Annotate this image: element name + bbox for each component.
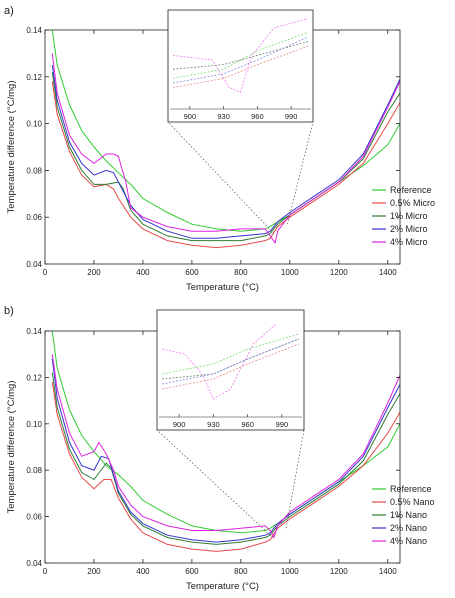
legend-label-reference: Reference <box>390 185 432 195</box>
x-tick-label: 200 <box>87 567 101 576</box>
inset-x-tick-label: 960 <box>241 420 254 429</box>
series-line-1-nano <box>51 372 400 545</box>
inset-leader-line-right <box>287 121 314 225</box>
y-tick-label: 0.12 <box>26 373 42 382</box>
inset-x-tick-label: 900 <box>173 420 186 429</box>
legend-label-reference: Reference <box>390 484 432 494</box>
inset-series-line-2-micro <box>172 36 309 84</box>
inset-x-tick-label: 930 <box>217 112 230 121</box>
x-tick-label: 1200 <box>330 268 348 277</box>
inset-series-line-0-5-micro <box>172 45 309 88</box>
x-tick-label: 800 <box>234 567 248 576</box>
inset-series-lines <box>172 18 309 93</box>
y-axis-label: Temperature difference (°C/mg) <box>6 381 17 514</box>
inset-chart: 900 930 960 990 <box>156 309 305 431</box>
x-axis-label: Temperature (°C) <box>186 282 259 293</box>
panel-label: a) <box>4 5 14 17</box>
legend-label-1-micro: 1% Micro <box>390 211 428 221</box>
x-tick-label: 400 <box>136 567 150 576</box>
series-line-2-nano <box>51 358 400 543</box>
x-tick-label: 200 <box>87 268 101 277</box>
x-tick-label: 600 <box>185 268 199 277</box>
y-tick-label: 0.08 <box>26 466 42 475</box>
inset-series-line-4-micro <box>172 18 309 93</box>
x-tick-label: 1400 <box>379 567 397 576</box>
y-tick-label: 0.12 <box>26 73 42 82</box>
y-tick-label: 0.14 <box>26 327 42 336</box>
x-tick-label: 1400 <box>379 268 397 277</box>
x-tick-label: 1200 <box>330 567 348 576</box>
panel-label: b) <box>4 305 14 317</box>
series-line-4-micro <box>51 53 400 245</box>
inset-chart: 900 930 960 990 <box>167 9 314 123</box>
inset-leader-line-left <box>167 121 275 234</box>
y-axis-label: Temperature difference (°C/mg) <box>6 81 17 214</box>
inset-x-tick-label: 900 <box>184 112 197 121</box>
series-lines <box>51 30 400 249</box>
x-tick-label: 400 <box>136 268 150 277</box>
y-tick-label: 0.04 <box>26 260 42 269</box>
inset-series-lines <box>161 323 300 400</box>
y-tick-label: 0.06 <box>26 213 42 222</box>
inset-x-tick-label: 990 <box>285 112 298 121</box>
inset-series-line-0-5-nano <box>161 343 300 390</box>
legend-label-2-nano: 2% Nano <box>390 523 427 533</box>
inset-x-tick-label: 990 <box>276 420 289 429</box>
y-tick-label: 0.04 <box>26 559 42 568</box>
y-tick-label: 0.06 <box>26 513 42 522</box>
x-tick-label: 0 <box>43 567 48 576</box>
inset-x-tick-label: 930 <box>207 420 220 429</box>
legend-label-1-nano: 1% Nano <box>390 510 427 520</box>
series-line-0-5-nano <box>51 381 400 552</box>
series-line-2-micro <box>51 65 400 239</box>
series-line-4-nano <box>51 354 400 539</box>
inset-leader-line-left <box>156 429 273 538</box>
legend-label-4-nano: 4% Nano <box>390 536 427 546</box>
series-lines <box>51 331 400 552</box>
y-tick-label: 0.08 <box>26 166 42 175</box>
x-tick-label: 1000 <box>281 268 299 277</box>
inset-frame <box>156 309 305 431</box>
x-axis-label: Temperature (°C) <box>186 581 259 592</box>
y-tick-label: 0.10 <box>26 420 42 429</box>
legend-label-2-micro: 2% Micro <box>390 224 428 234</box>
inset-x-tick-label: 960 <box>251 112 264 121</box>
legend-label-0-5-micro: 0.5% Micro <box>390 198 435 208</box>
series-line-0-5-micro <box>51 81 400 249</box>
y-tick-label: 0.10 <box>26 120 42 129</box>
chart-panel-1: a) 0 200 400 600 800 1000 1200 1400 0.04 0.06 0.08 0… <box>4 5 435 293</box>
x-tick-label: 0 <box>43 268 48 277</box>
y-tick-label: 0.14 <box>26 26 42 35</box>
x-tick-label: 1000 <box>281 567 299 576</box>
legend-label-4-micro: 4% Micro <box>390 237 428 247</box>
x-tick-label: 800 <box>234 268 248 277</box>
inset-series-line-reference <box>161 333 300 375</box>
legend-label-0-5-nano: 0.5% Nano <box>390 497 435 507</box>
chart-panel-2: b) 0 200 400 600 800 1000 1200 1400 0.04 0.06 0.08 0… <box>4 305 435 592</box>
inset-series-line-2-nano <box>161 338 300 385</box>
x-tick-label: 600 <box>185 567 199 576</box>
inset-frame <box>167 9 314 123</box>
inset-leader-line-right <box>285 429 305 529</box>
inset-series-line-4-nano <box>161 323 277 400</box>
